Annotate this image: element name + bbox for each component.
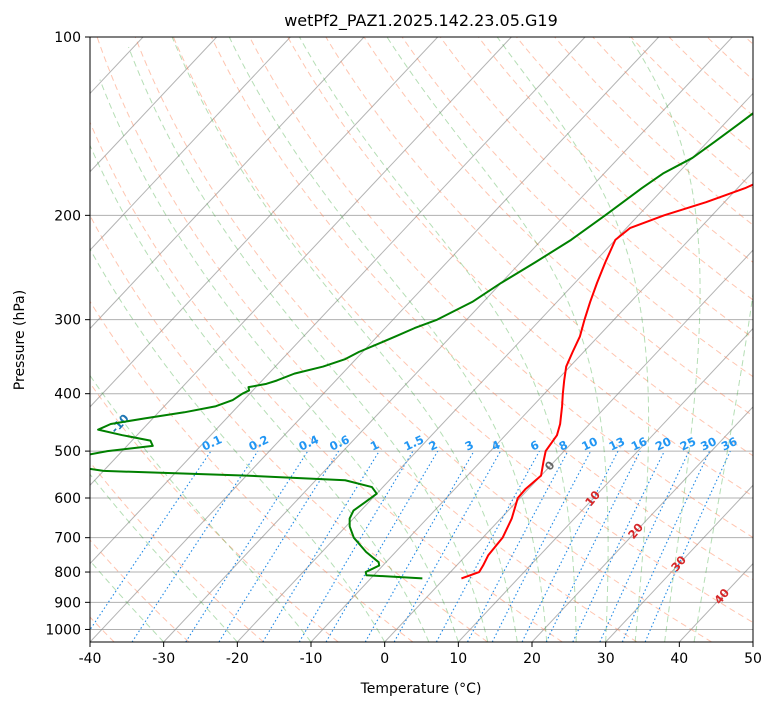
x-tick-label: -20	[226, 651, 249, 667]
y-axis-label: Pressure (hPa)	[12, 290, 28, 390]
dry-adiabat-line	[249, 37, 753, 539]
isotherm-line	[90, 37, 512, 486]
plot-frame	[89, 36, 754, 643]
mixing-ratio-line	[435, 450, 540, 642]
mixing-ratio-line	[393, 450, 502, 642]
mixing-ratio-line	[325, 450, 439, 642]
mixing-ratio-label: 20	[653, 434, 673, 453]
moist-adiabat-line	[99, 79, 459, 642]
dry-adiabat-line	[90, 382, 339, 642]
mixing-ratio-label: 10	[579, 434, 599, 453]
chart-title: wetPf2_PAZ1.2025.142.23.05.G19	[284, 11, 558, 31]
y-tick-label: 700	[54, 531, 81, 547]
isotherm-line	[163, 37, 733, 642]
x-tick-label: 50	[744, 651, 762, 667]
isotherm-line	[605, 484, 753, 642]
dry-adiabat-line	[439, 37, 753, 339]
isotherm-line	[90, 37, 439, 408]
isotherm-line	[384, 249, 753, 642]
mixing-ratio-line	[599, 450, 690, 642]
y-tick-label: 600	[54, 491, 81, 507]
isotherm-line	[457, 327, 753, 642]
isotherm-line	[531, 406, 753, 642]
x-axis-label: Temperature (°C)	[360, 681, 482, 697]
y-tick-label: 800	[54, 565, 81, 581]
isotherm-line	[236, 92, 753, 642]
x-tick-label: 30	[597, 651, 615, 667]
y-tick-label: 100	[54, 30, 81, 46]
mixing-ratio-line	[644, 450, 731, 642]
mixing-ratio-label: 25	[678, 434, 698, 453]
mixing-ratio-line	[218, 450, 340, 642]
dewpoint-profile-line	[90, 112, 753, 580]
x-tick-label: 10	[449, 651, 467, 667]
y-tick-label: 200	[54, 208, 81, 224]
moist-adiabat-line	[299, 37, 577, 642]
x-tick-label: -10	[300, 651, 323, 667]
mixing-ratio-label: 36	[719, 434, 739, 453]
moist-adiabat-line	[128, 46, 489, 642]
dry-adiabat-line	[90, 539, 190, 642]
x-tick-label: 20	[523, 651, 541, 667]
y-tick-label: 500	[54, 444, 81, 460]
x-tick-label: -30	[152, 651, 175, 667]
y-tick-label: 1000	[45, 622, 81, 638]
y-tick-label: 900	[54, 595, 81, 611]
temperature-profile-line	[461, 183, 753, 580]
dry-adiabat-line	[363, 37, 753, 417]
mixing-ratio-label: 13	[607, 434, 627, 453]
dry-adiabat-line	[96, 37, 638, 642]
mixing-ratio-line	[572, 450, 665, 642]
x-tick-label: 40	[670, 651, 688, 667]
isotherm-line	[90, 37, 586, 565]
moist-adiabat-line	[90, 144, 430, 642]
moist-adiabat-line	[90, 374, 312, 642]
moist-adiabat-line	[171, 37, 518, 642]
mixing-ratio-label: 16	[629, 434, 649, 453]
isotherm-line	[90, 37, 660, 642]
dry-adiabat-line	[554, 37, 753, 226]
moist-adiabat-line	[629, 37, 701, 642]
background-lines	[90, 37, 753, 642]
axis-ticks: -40 -30 -20 -10 0 10 20 30 40 50 100 200 300 400 500 60…	[45, 30, 762, 667]
isotherm-line	[90, 37, 218, 173]
mixing-ratio-line	[185, 450, 309, 642]
mixing-ratio-line	[364, 450, 475, 642]
moist-adiabat-line	[693, 290, 753, 642]
y-tick-label: 400	[54, 387, 81, 403]
x-tick-label: 0	[380, 651, 389, 667]
isotherm-line	[90, 37, 365, 330]
dry-adiabat-line	[172, 37, 753, 624]
moist-adiabat-line	[496, 37, 650, 642]
dry-adiabat-line	[516, 37, 753, 263]
mixing-ratio-line	[621, 450, 711, 642]
mixing-ratio-line	[545, 450, 641, 642]
profile-lines	[90, 112, 753, 580]
dry-adiabat-line	[325, 37, 753, 457]
mixing-ratio-line	[262, 450, 380, 642]
y-tick-label: 300	[54, 313, 81, 329]
dry-adiabat-line	[134, 37, 713, 642]
mixing-ratio-label: 30	[698, 434, 718, 453]
moist-adiabat-line	[386, 37, 609, 642]
dry-adiabat-line	[211, 37, 753, 581]
moist-adiabat-line	[90, 473, 238, 642]
dry-adiabat-line	[90, 121, 563, 642]
mixing-ratio-line	[298, 450, 414, 642]
moist-adiabat-line	[228, 37, 548, 642]
x-tick-label: -40	[79, 651, 102, 667]
isotherm-line	[90, 37, 291, 251]
isotherm-line	[310, 171, 753, 642]
dry-adiabat-line	[401, 37, 753, 378]
